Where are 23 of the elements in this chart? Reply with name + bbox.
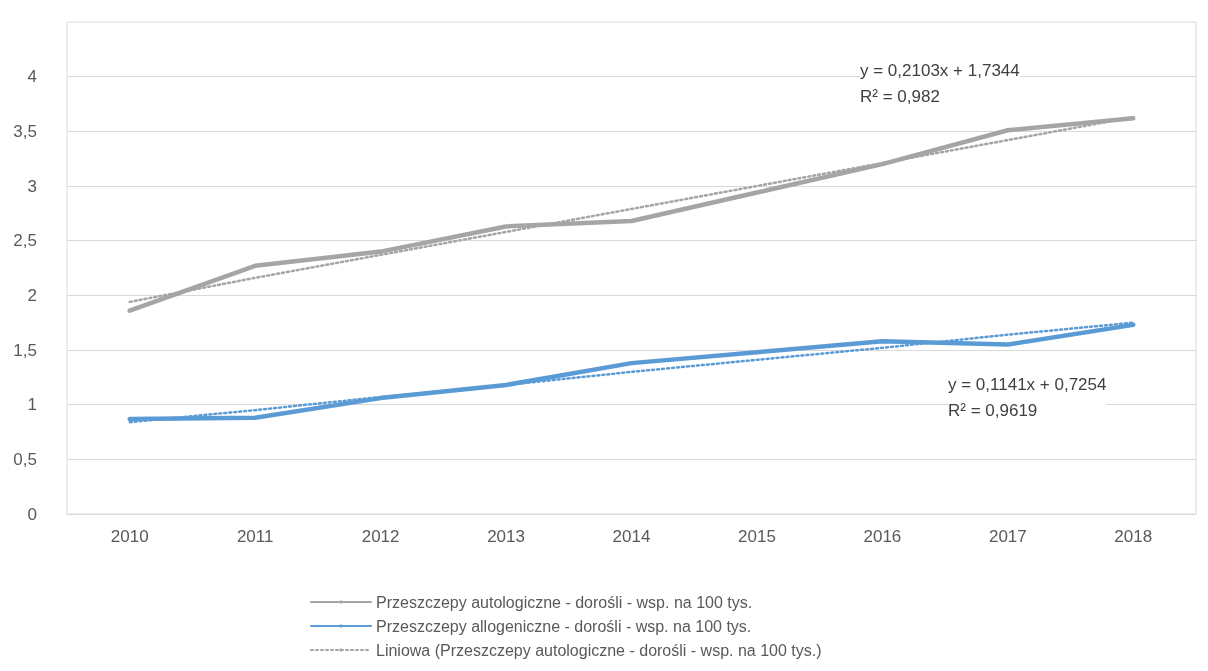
y-tick-label: 3,5	[13, 121, 37, 141]
x-tick-label: 2010	[110, 527, 149, 546]
y-tick-label: 0,5	[13, 449, 37, 469]
y-tick-label: 4	[27, 67, 37, 87]
y-tick-label: 2,5	[13, 231, 37, 251]
x-tick-label: 2013	[487, 527, 525, 546]
x-tick-label: 2012	[361, 527, 400, 546]
legend-label: Przeszczepy allogeniczne - dorośli - wsp. na 100 tys.	[376, 617, 752, 635]
y-tick-label: 0	[27, 504, 37, 524]
annotation: y = 0,2103x + 1,7344 R² = 0,982	[860, 60, 1020, 106]
x-tick-label: 2011	[236, 527, 274, 546]
x-tick-label: 2018	[1114, 527, 1153, 546]
annotation: y = 0,1141x + 0,7254 R² = 0,9619	[948, 374, 1107, 420]
y-tick-label: 1,5	[13, 340, 37, 360]
legend-label: Przeszczepy autologiczne - dorośli - wsp. na 100 tys.	[376, 593, 753, 611]
y-tick-label: 1	[27, 395, 37, 415]
x-tick-label: 2017	[988, 527, 1027, 546]
y-tick-label: 2	[27, 285, 37, 305]
x-tick-label: 2014	[612, 527, 651, 546]
x-tick-label: 2015	[738, 527, 776, 546]
y-tick-label: 3	[27, 176, 37, 196]
x-tick-label: 2016	[863, 527, 902, 546]
legend-label: Liniowa (Przeszczepy autologiczne - dorośli - wsp. na 100 tys.)	[376, 641, 822, 659]
